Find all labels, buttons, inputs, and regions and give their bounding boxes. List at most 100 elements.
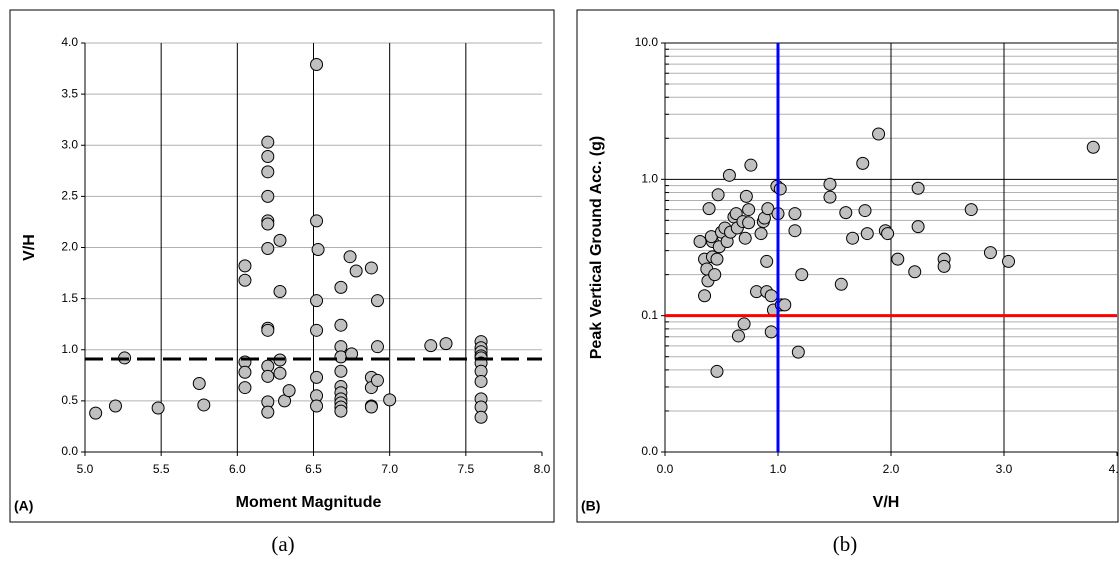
data-point [834, 277, 848, 291]
data-point [760, 254, 774, 268]
data-point [261, 242, 275, 256]
data-point [310, 294, 324, 308]
data-point [474, 374, 488, 388]
y-axis-label: Peak Vertical Ground Acc. (g) [588, 136, 605, 359]
data-point [334, 318, 348, 332]
data-point [310, 323, 324, 337]
data-point [238, 273, 252, 287]
data-point [89, 406, 103, 420]
data-point [708, 268, 722, 282]
y-tick-label: 2.5 [61, 189, 78, 203]
data-point [261, 135, 275, 149]
data-point [364, 400, 378, 414]
data-point [773, 182, 787, 196]
data-point [872, 127, 886, 141]
data-point [858, 204, 872, 218]
x-tick-label: 3.0 [996, 462, 1013, 476]
data-point [197, 398, 211, 412]
panel-frame [576, 9, 1119, 523]
data-point [722, 168, 736, 182]
panel-frame [9, 9, 555, 523]
data-point [764, 289, 778, 303]
data-point [739, 189, 753, 203]
data-point [856, 156, 870, 170]
data-point [334, 350, 348, 364]
data-point [742, 216, 756, 230]
data-point [334, 404, 348, 418]
x-tick-label: 6.5 [305, 462, 322, 476]
x-axis-label: V/H [873, 494, 900, 511]
data-point [764, 325, 778, 339]
y-tick-label: 0.1 [641, 308, 658, 322]
data-point [908, 265, 922, 279]
x-tick-label: 5.5 [153, 462, 170, 476]
data-point [273, 284, 287, 298]
data-point [710, 252, 724, 266]
data-point [846, 231, 860, 245]
data-point [370, 373, 384, 387]
data-point [310, 370, 324, 384]
data-point [108, 399, 122, 413]
data-point [737, 317, 751, 331]
data-point [343, 250, 357, 264]
x-tick-label: 7.5 [457, 462, 474, 476]
panel-label: (B) [581, 498, 600, 514]
data-point [273, 366, 287, 380]
data-point [261, 165, 275, 179]
y-tick-label: 1.0 [641, 172, 658, 186]
data-point [964, 203, 978, 217]
data-point [795, 268, 809, 282]
data-point [261, 189, 275, 203]
data-point [1002, 254, 1016, 268]
data-point [788, 207, 802, 221]
data-point [1086, 140, 1100, 154]
data-point [273, 233, 287, 247]
data-point [823, 190, 837, 204]
x-tick-label: 1.0 [770, 462, 787, 476]
data-point [891, 252, 905, 266]
data-point [261, 217, 275, 231]
data-point [370, 294, 384, 308]
x-tick-label: 0.0 [657, 462, 674, 476]
data-point [911, 181, 925, 195]
data-point [778, 298, 792, 312]
data-point [383, 393, 397, 407]
data-point [738, 231, 752, 245]
x-tick-label: 2.0 [883, 462, 900, 476]
x-axis-label: Moment Magnitude [236, 494, 382, 511]
x-tick-label: 5.0 [77, 462, 94, 476]
data-point [261, 369, 275, 383]
data-point [791, 345, 805, 359]
x-tick-label: 4.0 [1109, 462, 1119, 476]
caption: (a) [271, 532, 294, 556]
data-point [911, 220, 925, 234]
data-point [711, 188, 725, 202]
data-point [310, 399, 324, 413]
y-tick-label: 2.0 [61, 240, 78, 254]
data-point [860, 227, 874, 241]
data-point [702, 202, 716, 216]
data-point [823, 177, 837, 191]
data-point [261, 323, 275, 337]
data-point [238, 365, 252, 379]
panel-label: (A) [14, 498, 33, 514]
data-point [261, 149, 275, 163]
data-point [439, 337, 453, 351]
data-point [754, 227, 768, 241]
data-point [744, 158, 758, 172]
y-tick-label: 0.0 [61, 444, 78, 458]
data-point [349, 264, 363, 278]
data-point [839, 206, 853, 220]
data-point [192, 376, 206, 390]
data-point [282, 384, 296, 398]
data-point [698, 289, 712, 303]
data-point [983, 246, 997, 260]
data-point [261, 405, 275, 419]
x-tick-label: 7.0 [381, 462, 398, 476]
data-point [311, 243, 325, 257]
y-tick-label: 10.0 [635, 35, 659, 49]
data-point [424, 339, 438, 353]
y-tick-label: 1.0 [61, 342, 78, 356]
data-point [310, 214, 324, 228]
